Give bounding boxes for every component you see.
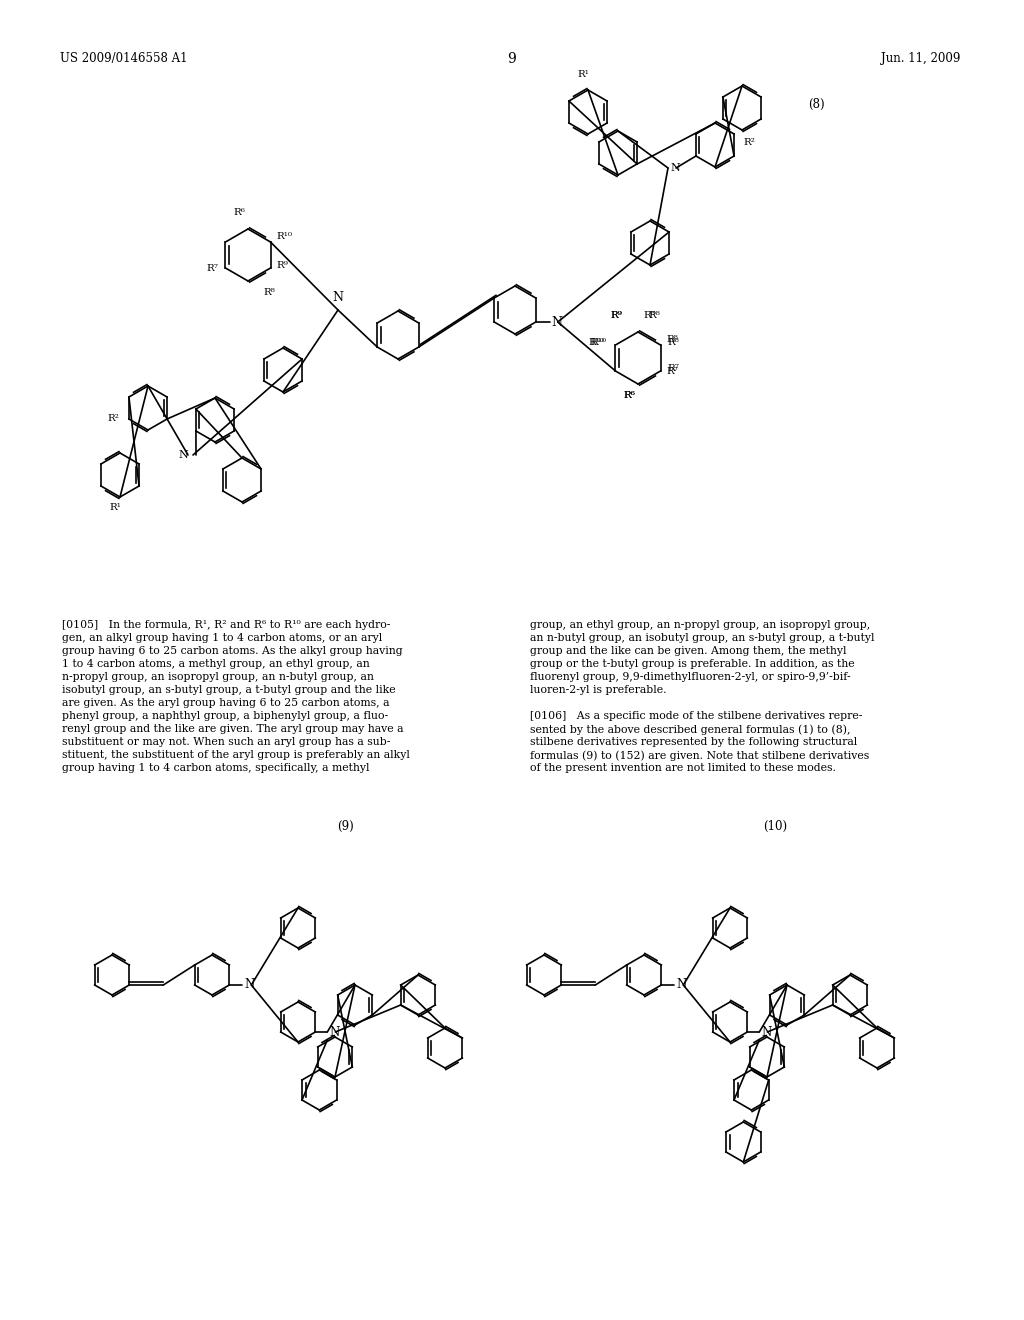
Text: sented by the above described general formulas (1) to (8),: sented by the above described general fo… <box>530 723 851 734</box>
Text: luoren-2-yl is preferable.: luoren-2-yl is preferable. <box>530 685 667 696</box>
Text: N: N <box>245 978 255 991</box>
Text: Jun. 11, 2009: Jun. 11, 2009 <box>881 51 961 65</box>
Text: group having 1 to 4 carbon atoms, specifically, a methyl: group having 1 to 4 carbon atoms, specif… <box>62 763 370 774</box>
Text: R⁸: R⁸ <box>643 310 655 319</box>
Text: [0105]   In the formula, R¹, R² and R⁶ to R¹⁰ are each hydro-: [0105] In the formula, R¹, R² and R⁶ to … <box>62 620 390 630</box>
Text: N: N <box>761 1026 771 1039</box>
Text: N: N <box>676 978 686 991</box>
Text: [0106]   As a specific mode of the stilbene derivatives repre-: [0106] As a specific mode of the stilben… <box>530 711 862 721</box>
Text: of the present invention are not limited to these modes.: of the present invention are not limited… <box>530 763 836 774</box>
Text: R⁹: R⁹ <box>276 261 289 271</box>
Text: stituent, the substituent of the aryl group is preferably an alkyl: stituent, the substituent of the aryl gr… <box>62 750 410 760</box>
Text: (8): (8) <box>808 98 824 111</box>
Text: R¹⁰: R¹⁰ <box>276 232 293 242</box>
Text: R⁸: R⁸ <box>667 335 679 345</box>
Text: phenyl group, a naphthyl group, a biphenylyl group, a fluo-: phenyl group, a naphthyl group, a biphen… <box>62 711 388 721</box>
Text: R⁷: R⁷ <box>206 264 218 273</box>
Text: R¹: R¹ <box>110 503 121 512</box>
Text: R⁹: R⁹ <box>610 310 623 319</box>
Text: (10): (10) <box>763 820 787 833</box>
Text: substituent or may not. When such an aryl group has a sub-: substituent or may not. When such an ary… <box>62 737 390 747</box>
Text: stilbene derivatives represented by the following structural: stilbene derivatives represented by the … <box>530 737 857 747</box>
Text: formulas (9) to (152) are given. Note that stilbene derivatives: formulas (9) to (152) are given. Note th… <box>530 750 869 760</box>
Text: an n-butyl group, an isobutyl group, an s-butyl group, a t-butyl: an n-butyl group, an isobutyl group, an … <box>530 634 874 643</box>
Text: 1 to 4 carbon atoms, a methyl group, an ethyl group, an: 1 to 4 carbon atoms, a methyl group, an … <box>62 659 370 669</box>
Text: group and the like can be given. Among them, the methyl: group and the like can be given. Among t… <box>530 645 847 656</box>
Text: R⁶: R⁶ <box>233 207 246 216</box>
Text: N: N <box>178 450 188 459</box>
Text: R²: R² <box>108 414 120 424</box>
Text: R⁶: R⁶ <box>624 391 636 400</box>
Text: R⁶: R⁶ <box>624 391 636 400</box>
Text: group having 6 to 25 carbon atoms. As the alkyl group having: group having 6 to 25 carbon atoms. As th… <box>62 645 402 656</box>
Text: gen, an alkyl group having 1 to 4 carbon atoms, or an aryl: gen, an alkyl group having 1 to 4 carbon… <box>62 634 382 643</box>
Text: US 2009/0146558 A1: US 2009/0146558 A1 <box>60 51 187 65</box>
Text: group or the t-butyl group is preferable. In addition, as the: group or the t-butyl group is preferable… <box>530 659 855 669</box>
Text: N: N <box>552 315 563 329</box>
Text: N: N <box>670 162 680 173</box>
Text: R¹⁰: R¹⁰ <box>591 338 607 347</box>
Text: R¹: R¹ <box>578 70 589 79</box>
Text: R⁸: R⁸ <box>668 338 680 347</box>
Text: fluorenyl group, 9,9-dimethylfluoren-2-yl, or spiro-9,9’-bif-: fluorenyl group, 9,9-dimethylfluoren-2-y… <box>530 672 851 682</box>
Text: renyl group and the like are given. The aryl group may have a: renyl group and the like are given. The … <box>62 723 403 734</box>
Text: R²: R² <box>743 139 756 147</box>
Text: are given. As the aryl group having 6 to 25 carbon atoms, a: are given. As the aryl group having 6 to… <box>62 698 389 708</box>
Text: R¹⁰: R¹⁰ <box>588 338 604 347</box>
Text: group, an ethyl group, an n-propyl group, an isopropyl group,: group, an ethyl group, an n-propyl group… <box>530 620 870 630</box>
Text: N: N <box>333 290 343 304</box>
Text: R⁷: R⁷ <box>667 367 679 376</box>
Text: N: N <box>330 1026 340 1039</box>
Text: R⁹: R⁹ <box>610 310 623 319</box>
Text: (9): (9) <box>337 820 353 833</box>
Text: R⁷: R⁷ <box>668 364 680 374</box>
Text: R⁸: R⁸ <box>648 310 660 319</box>
Text: n-propyl group, an isopropyl group, an n-butyl group, an: n-propyl group, an isopropyl group, an n… <box>62 672 374 682</box>
Text: 9: 9 <box>508 51 516 66</box>
Text: isobutyl group, an s-butyl group, a t-butyl group and the like: isobutyl group, an s-butyl group, a t-bu… <box>62 685 395 696</box>
Text: R⁸: R⁸ <box>263 288 275 297</box>
